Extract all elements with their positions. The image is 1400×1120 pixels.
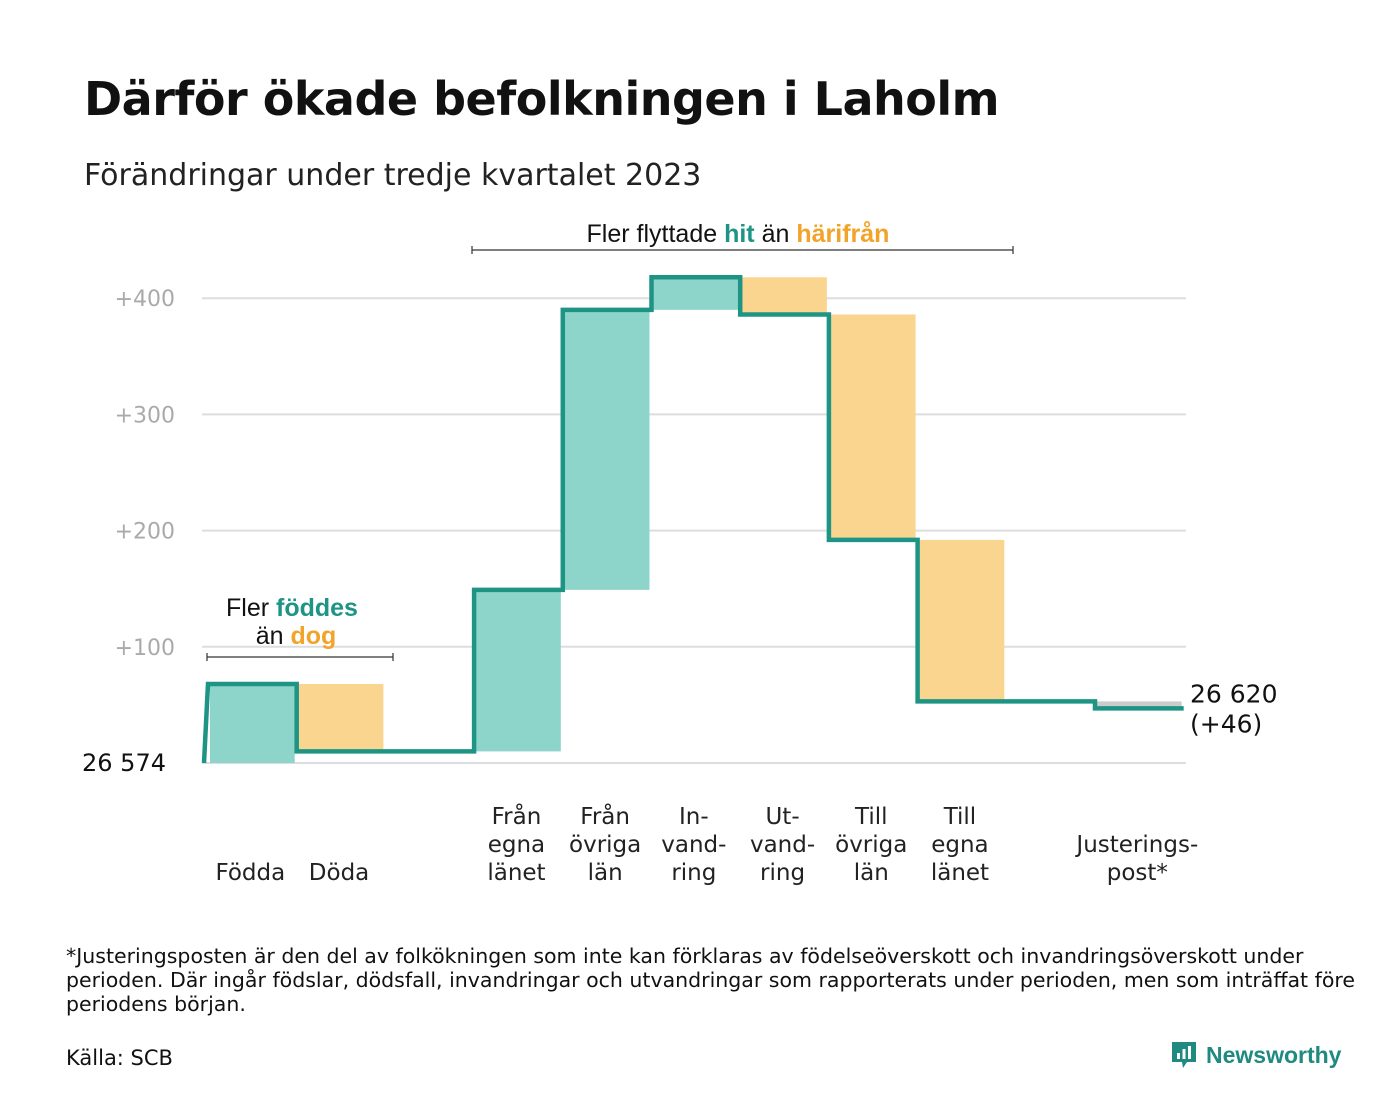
annotation-migration-a-highlight: hit (724, 220, 755, 248)
annotation-migration-a-plain: Fler flyttade (587, 220, 725, 248)
running-total-line (201, 275, 1184, 764)
end-value-label: 26 620 (1190, 679, 1277, 708)
bar-increase (564, 309, 650, 590)
step-line (201, 275, 1184, 764)
annotation-born-line2-highlight: dog (290, 622, 336, 650)
grid-lines (202, 297, 1186, 764)
category-label: Från (492, 802, 542, 830)
category-label: Döda (309, 860, 369, 886)
bars (210, 277, 1182, 763)
bar-increase (210, 683, 295, 763)
category-label: post* (1107, 860, 1168, 886)
bar-decrease (742, 277, 827, 315)
category-label: Till (854, 804, 888, 830)
category-label: länet (931, 860, 989, 886)
brand: Newsworthy (1170, 1040, 1341, 1070)
bar-decrease (830, 314, 916, 540)
y-tick-label: +400 (115, 287, 175, 312)
bar-decrease (298, 683, 384, 752)
annotation-migration: Fler flyttade hit än härifrån (587, 220, 890, 248)
annotation-migration-space (755, 220, 762, 248)
category-label: egna (488, 832, 545, 858)
y-tick-label: +300 (115, 403, 175, 428)
category-label: vand- (750, 832, 815, 858)
category-label: länet (487, 860, 545, 886)
y-tick-label: +100 (115, 636, 175, 661)
category-label: In- (679, 804, 709, 830)
bar-decrease (919, 539, 1005, 702)
category-label: ring (671, 860, 716, 886)
category-label: län (854, 860, 889, 886)
category-label: Ut- (765, 804, 799, 830)
annotation-born-line1-plain: Fler (226, 594, 276, 622)
category-label: ring (760, 860, 805, 886)
y-tick-label: +200 (115, 520, 175, 545)
bar-adjustment (1097, 701, 1182, 709)
category-label: egna (931, 832, 988, 858)
category-label: vand- (661, 832, 726, 858)
annotation-born-line1-highlight: föddes (276, 594, 358, 622)
category-label: övriga (569, 832, 641, 858)
annotation-migration-b-highlight: härifrån (796, 220, 889, 248)
source-note: Källa: SCB (66, 1046, 173, 1070)
category-label: Till (943, 804, 977, 830)
start-value-label: 26 574 (82, 749, 166, 777)
category-label: Justerings- (1074, 832, 1198, 858)
chart-subtitle: Förändringar under tredje kvartalet 2023 (84, 158, 702, 193)
brand-name: Newsworthy (1206, 1041, 1342, 1068)
bar-increase (653, 277, 739, 310)
annotation-born-line2: än dog (256, 622, 337, 650)
category-label: Från (580, 802, 630, 830)
newsworthy-logo-icon (1172, 1042, 1196, 1068)
end-change-label: (+46) (1190, 709, 1262, 738)
annotation-born-line1: Fler föddes (226, 594, 358, 622)
chart-title: Därför ökade befolkningen i Laholm (84, 72, 1000, 126)
category-label: Födda (215, 860, 285, 886)
category-label: övriga (835, 832, 907, 858)
bar-increase (476, 589, 561, 752)
annotation-migration-b-plain: än (762, 220, 797, 248)
annotation-born-line2-plain: än (256, 622, 291, 650)
category-label: län (588, 860, 623, 886)
footnote: *Justeringsposten är den del av folkökni… (66, 944, 1355, 1016)
